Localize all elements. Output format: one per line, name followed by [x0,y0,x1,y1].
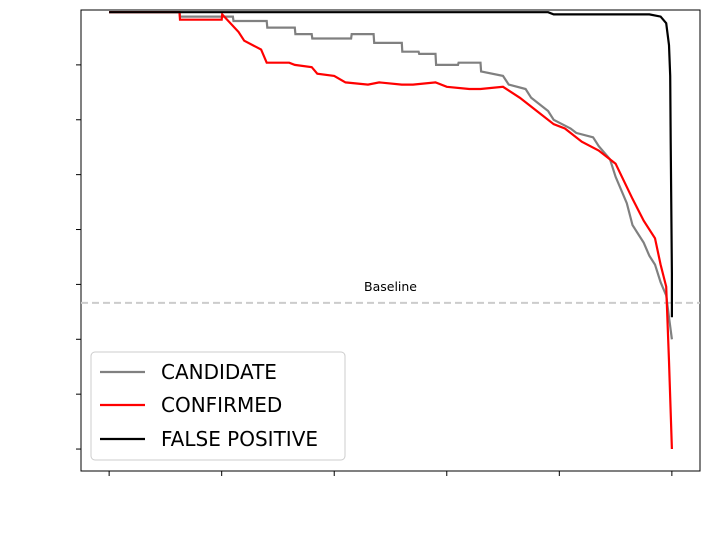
series-lines [109,11,674,450]
legend: CANDIDATE CONFIRMED FALSE POSITIVE [90,351,346,461]
legend-box [90,351,346,461]
y-axis-ticks [76,64,81,450]
legend-label-confirmed: CONFIRMED [161,393,282,417]
series-line-false-positive [109,11,674,318]
x-axis-ticks [108,471,673,476]
series-line-candidate [109,11,673,340]
baseline-label: Baseline [364,279,417,294]
legend-label-false-positive: FALSE POSITIVE [161,427,318,451]
series-line-confirmed [109,11,673,450]
legend-label-candidate: CANDIDATE [161,360,277,384]
